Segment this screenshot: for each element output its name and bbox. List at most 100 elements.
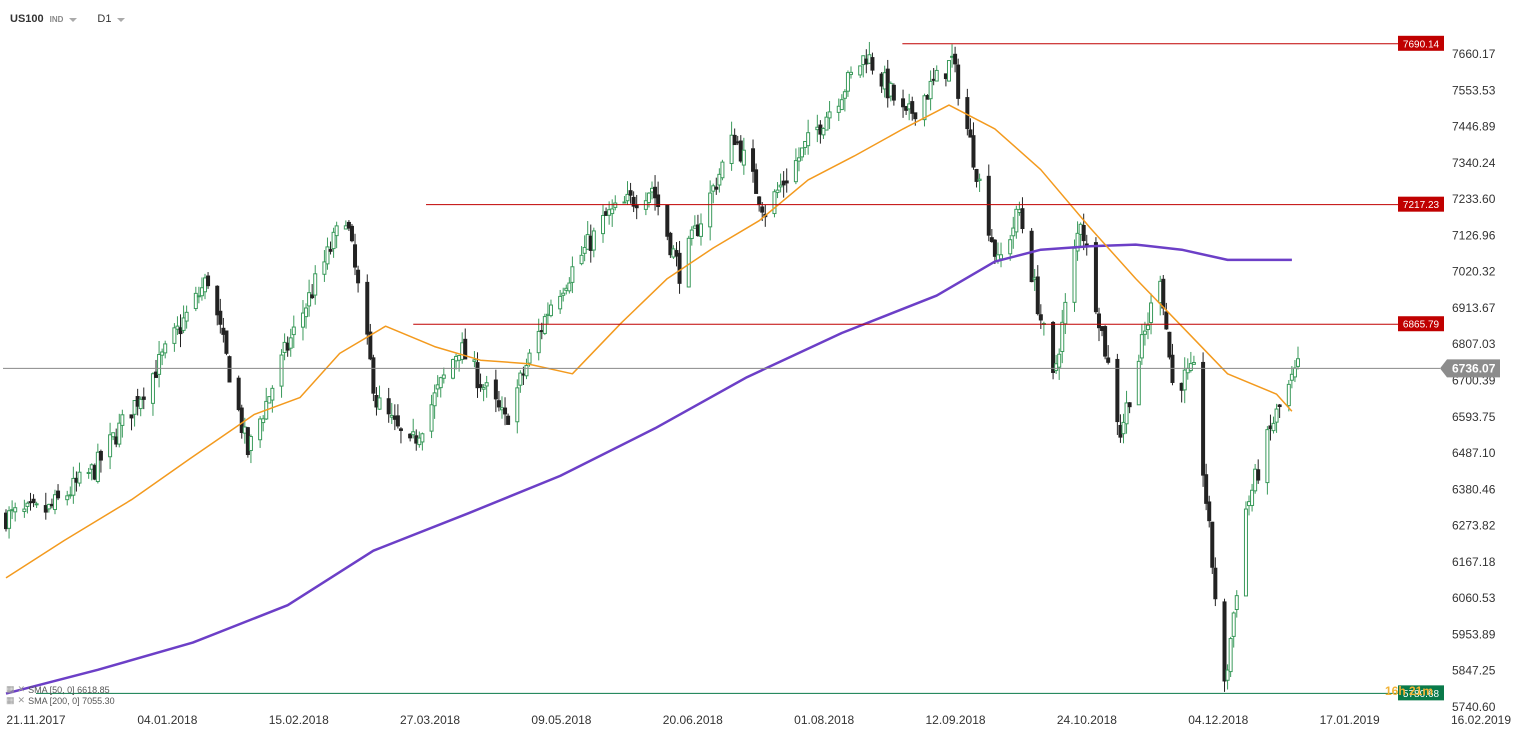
candle-body [913, 112, 918, 120]
candle-body [1253, 468, 1258, 492]
candle-body [481, 386, 486, 390]
candle-body [757, 196, 762, 206]
candle-body [172, 327, 177, 344]
candle-body [515, 387, 520, 423]
indicator-label: SMA [50, 0] 6618.85 [28, 684, 110, 695]
candle-body [478, 384, 483, 389]
candle-body [493, 379, 498, 400]
settings-icon[interactable]: ▦ [6, 684, 15, 694]
candle-body [720, 161, 725, 179]
candle-body [607, 209, 612, 216]
candle-body [775, 189, 780, 194]
close-icon[interactable]: ✕ [17, 695, 26, 705]
candle-body [717, 173, 722, 186]
candle-body [1289, 373, 1294, 381]
indicator-sma200[interactable]: ▦ ✕ SMA [200, 0] 7055.30 [6, 695, 115, 706]
y-tick-label: 6167.18 [1452, 555, 1496, 569]
candle-body [1139, 334, 1144, 359]
candle-body [1078, 223, 1083, 235]
candle-body [111, 432, 116, 438]
candle-body [1136, 360, 1141, 406]
y-tick-label: 6487.10 [1452, 446, 1496, 460]
close-icon[interactable]: ✕ [17, 684, 26, 694]
candle-body [536, 330, 541, 354]
candle-body [248, 436, 253, 451]
candle-body [610, 208, 615, 215]
candle-body [698, 223, 703, 237]
candle-body [888, 82, 893, 97]
candle-body [1179, 382, 1184, 391]
candle-body [132, 400, 137, 415]
candle-body [1017, 209, 1022, 214]
candle-body [420, 433, 425, 443]
candle-body [928, 80, 933, 100]
candle-body [1118, 424, 1123, 438]
y-tick-label: 7340.24 [1452, 156, 1496, 170]
candle-body [300, 312, 305, 328]
candle-body [108, 434, 113, 458]
current-price-tag [1440, 359, 1500, 378]
candle-body [974, 168, 979, 182]
candle-body [760, 206, 765, 213]
candle-body [1100, 326, 1105, 331]
candle-body [901, 98, 906, 108]
timeframe-dropdown-icon[interactable] [117, 18, 126, 22]
y-tick-label: 6593.75 [1452, 410, 1496, 424]
candle-body [56, 490, 61, 499]
candle-body [49, 503, 54, 507]
candle-body [1271, 422, 1276, 432]
candle-body [861, 55, 866, 66]
candle-body [114, 436, 119, 445]
candle-body [1286, 383, 1291, 407]
candle-body [92, 465, 97, 480]
candle-body [1167, 331, 1172, 358]
candle-body [13, 507, 18, 513]
y-tick-label: 7126.96 [1452, 228, 1496, 242]
candle-body [650, 187, 654, 193]
candle-body [86, 471, 91, 474]
candle-body [867, 54, 872, 64]
timeframe-label[interactable]: D1 [97, 13, 112, 25]
candle-body [821, 127, 826, 136]
candle-body [671, 248, 676, 258]
candle-countdown: 16h 21m [1385, 684, 1434, 698]
candle-body [178, 327, 183, 335]
candle-body [71, 477, 76, 496]
candle-body [22, 508, 27, 512]
candle-body [772, 191, 777, 215]
candle-body [1274, 408, 1279, 423]
candle-body [227, 356, 232, 383]
candle-body [524, 364, 529, 377]
indicator-sma50[interactable]: ▦ ✕ SMA [50, 0] 6618.85 [6, 684, 115, 695]
candle-body [484, 382, 489, 387]
candle-body [432, 392, 437, 407]
candle-body [196, 295, 201, 298]
candle-body [968, 129, 973, 138]
level-label: 6865.79 [1403, 320, 1440, 331]
candle-body [450, 359, 455, 379]
candle-body [181, 317, 186, 331]
settings-icon[interactable]: ▦ [6, 695, 15, 705]
candle-body [322, 261, 327, 275]
candle-body [579, 254, 584, 265]
candle-body [751, 148, 756, 172]
candle-body [548, 304, 553, 317]
candle-body [625, 193, 630, 202]
candle-body [267, 396, 272, 404]
candle-body [803, 141, 808, 148]
candle-body [815, 126, 820, 131]
candle-body [992, 239, 997, 257]
candle-body [613, 202, 618, 208]
candle-body [1161, 278, 1166, 309]
candle-body [692, 225, 697, 229]
candle-body [475, 362, 480, 389]
candle-body [1093, 242, 1098, 313]
candle-body [1256, 469, 1261, 481]
candle-body [882, 72, 887, 90]
instrument-dropdown-icon[interactable] [69, 18, 78, 22]
candle-body [46, 503, 51, 510]
candle-body [570, 266, 575, 283]
candle-body [353, 244, 358, 268]
candle-body [98, 450, 103, 461]
